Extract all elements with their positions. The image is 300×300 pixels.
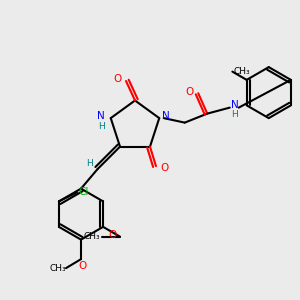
Text: N: N [162,111,170,121]
Text: Cl: Cl [78,188,89,197]
Text: N: N [97,111,105,121]
Text: O: O [160,163,169,172]
Text: O: O [108,230,117,240]
Text: H: H [98,122,104,131]
Text: O: O [113,74,122,85]
Text: O: O [186,87,194,97]
Text: H: H [86,159,92,168]
Text: CH₃: CH₃ [49,264,66,273]
Text: N: N [231,100,239,110]
Text: CH₃: CH₃ [83,232,100,241]
Text: CH₃: CH₃ [234,67,250,76]
Text: H: H [231,110,238,119]
Text: O: O [78,261,87,271]
